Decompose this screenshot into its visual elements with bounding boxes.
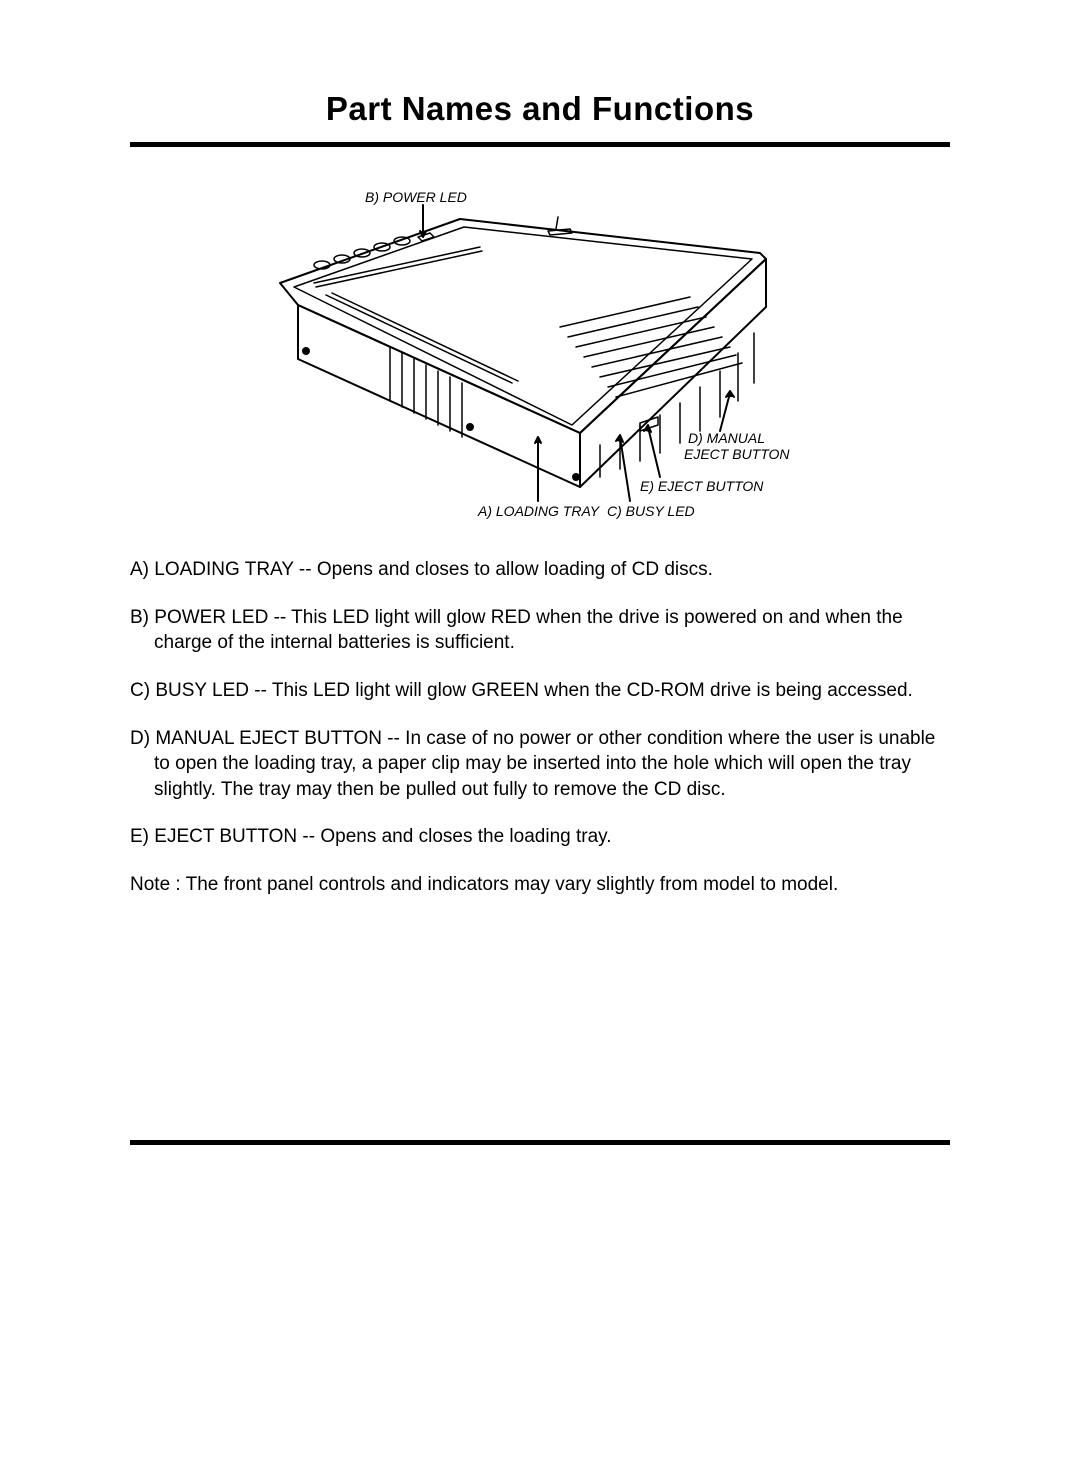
desc-eject-button: E) EJECT BUTTON -- Opens and closes the …: [130, 824, 950, 850]
title-divider: [130, 142, 950, 147]
desc-power-led: B) POWER LED -- This LED light will glow…: [130, 605, 950, 656]
note-text: Note : The front panel controls and indi…: [130, 872, 950, 898]
desc-loading-tray: A) LOADING TRAY -- Opens and closes to a…: [130, 557, 950, 583]
device-diagram: B) POWER LED D) MANUAL EJECT BUTTON E) E…: [260, 187, 820, 537]
footer-divider: [130, 1140, 950, 1145]
document-page: Part Names and Functions B) POWER LED D)…: [0, 0, 1080, 1467]
description-list: A) LOADING TRAY -- Opens and closes to a…: [130, 557, 950, 898]
desc-busy-led: C) BUSY LED -- This LED light will glow …: [130, 678, 950, 704]
page-title: Part Names and Functions: [130, 90, 950, 128]
desc-manual-eject: D) MANUAL EJECT BUTTON -- In case of no …: [130, 726, 950, 803]
device-drawing: [260, 187, 820, 537]
